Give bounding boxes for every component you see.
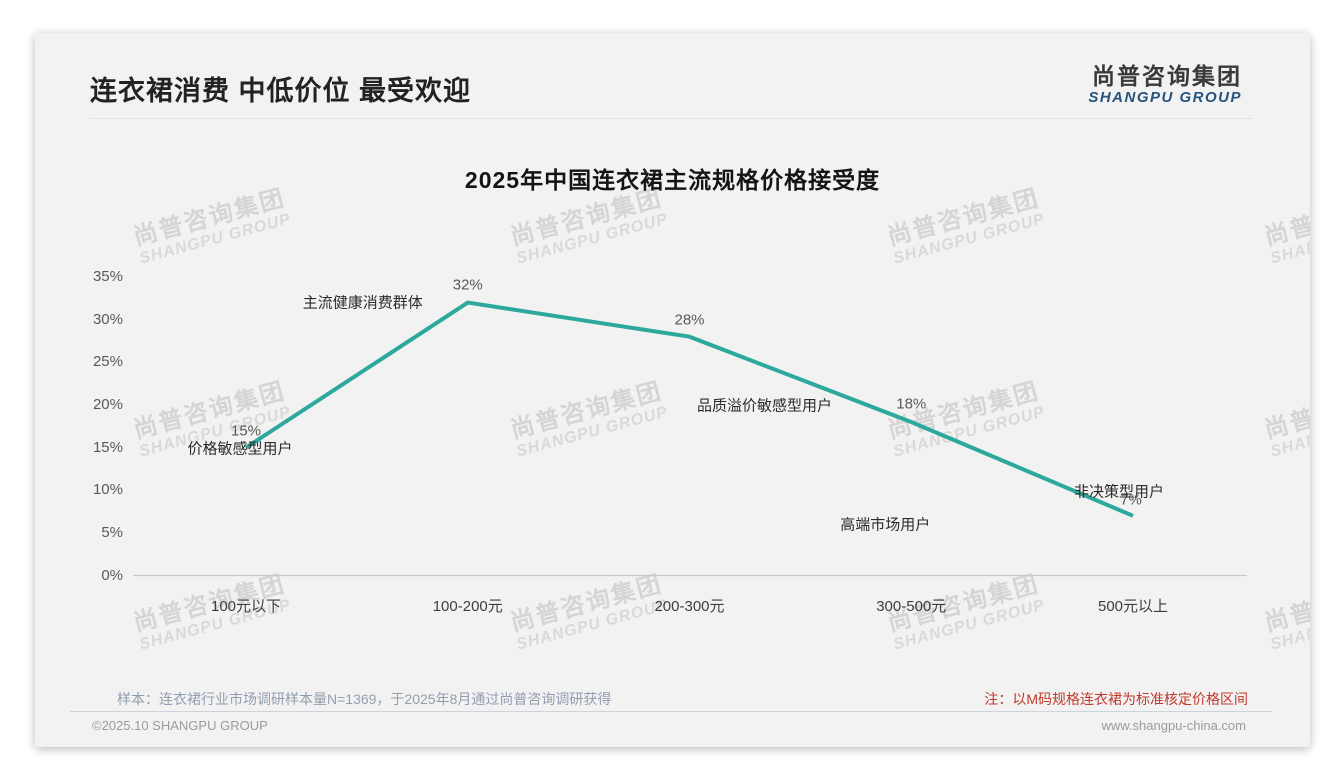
- line-series: [244, 300, 1134, 518]
- copyright-text: ©2025.10 SHANGPU GROUP: [92, 718, 268, 733]
- x-tick-label: 300-500元: [876, 598, 947, 615]
- annotation: 非决策型用户: [1073, 483, 1165, 501]
- header-divider: [90, 118, 1253, 119]
- website-text: www.shangpu-china.com: [1101, 718, 1246, 733]
- price-note: 注：以M码规格连衣裙为标准核定价格区间: [984, 691, 1248, 707]
- y-tick-label: 20%: [92, 395, 123, 413]
- y-tick-label: 0%: [101, 566, 123, 584]
- x-tick-label: 500元以上: [1097, 598, 1169, 615]
- y-tick-label: 10%: [92, 481, 123, 499]
- page-title: 连衣裙消费 中低价位 最受欢迎: [90, 76, 472, 106]
- annotation: 主流健康消费群体: [302, 294, 423, 312]
- logo-cn-text: 尚普咨询集团: [1092, 63, 1242, 89]
- data-label: 32%: [452, 276, 483, 294]
- annotation: 品质溢价敏感型用户: [696, 397, 833, 415]
- x-tick-label: 100元以下: [210, 598, 282, 615]
- y-tick-label: 15%: [92, 438, 123, 456]
- sample-note: 样本：连衣裙行业市场调研样本量N=1369，于2025年8月通过尚普咨询调研获得: [117, 691, 612, 707]
- x-tick-label: 200-300元: [654, 598, 725, 615]
- y-tick-label: 30%: [92, 310, 123, 328]
- footer-divider: [70, 711, 1272, 712]
- company-logo: 尚普咨询集团 SHANGPU GROUP: [1088, 63, 1242, 107]
- y-tick-label: 5%: [101, 523, 123, 541]
- slide-card: 连衣裙消费 中低价位 最受欢迎 尚普咨询集团 SHANGPU GROUP 202…: [35, 33, 1310, 747]
- data-label: 15%: [230, 422, 262, 440]
- data-label: 28%: [674, 311, 705, 329]
- y-tick-label: 35%: [92, 268, 123, 285]
- line-chart: [133, 300, 1247, 577]
- data-label: 18%: [896, 395, 927, 413]
- logo-en-text: SHANGPU GROUP: [1088, 89, 1242, 106]
- annotation: 高端市场用户: [840, 516, 931, 534]
- annotation: 价格敏感型用户: [187, 440, 293, 458]
- x-tick-label: 100-200元: [432, 598, 503, 615]
- data-label: 7%: [1120, 491, 1142, 509]
- chart-title: 2025年中国连衣裙主流规格价格接受度: [464, 167, 881, 193]
- y-tick-label: 25%: [92, 353, 123, 371]
